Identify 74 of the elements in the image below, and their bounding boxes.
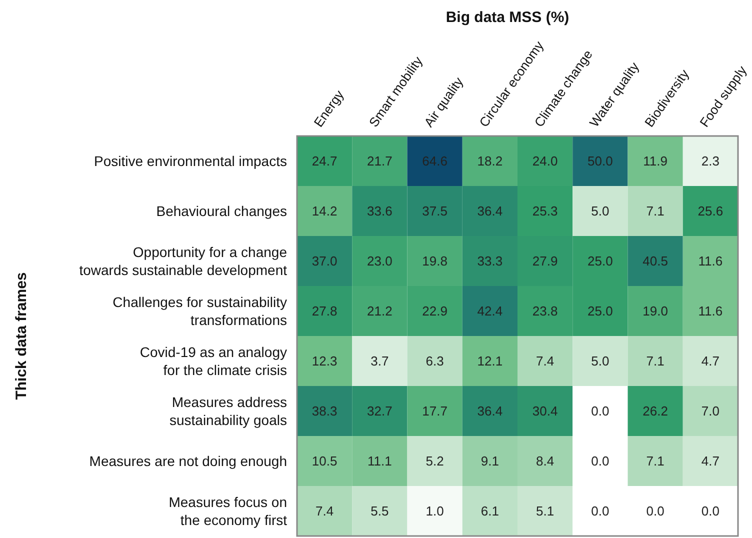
data-label: 19.8 [422,254,448,269]
data-label: 6.1 [480,504,499,519]
y-tick-label: Covid-19 as an analogy for the climate crisis [140,344,287,378]
data-label: 11.6 [698,254,723,269]
data-label: 5.0 [591,204,610,219]
data-label: 1.0 [426,504,444,519]
data-label: 8.4 [536,454,554,469]
data-label: 38.3 [312,404,338,419]
data-label: 0.0 [646,504,664,519]
data-label: 11.1 [368,454,392,469]
data-label: 21.2 [367,304,392,319]
data-label: 0.0 [591,504,610,519]
data-label: 25.0 [588,304,613,319]
data-label: 42.4 [477,304,503,319]
data-label: 11.9 [643,154,668,169]
data-label: 30.4 [532,404,558,419]
data-label: 7.1 [646,204,664,219]
data-label: 2.3 [701,154,720,169]
data-label: 24.0 [532,154,558,169]
y-tick-label: Opportunity for a change towards sustainable development [79,244,288,278]
data-label: 37.0 [312,254,338,269]
data-label: 26.2 [642,404,668,419]
data-label: 5.1 [536,504,554,519]
data-label: 14.2 [312,204,338,219]
y-tick-label: Behavioural changes [156,202,287,219]
data-label: 24.7 [312,154,338,169]
data-label: 10.5 [312,454,338,469]
data-label: 0.0 [701,504,720,519]
data-label: 6.3 [426,354,444,369]
data-label: 7.4 [536,354,554,369]
data-label: 36.4 [477,404,503,419]
data-label: 4.7 [701,354,720,369]
data-label: 36.4 [477,204,503,219]
data-label: 17.7 [422,404,448,419]
data-label: 18.2 [477,154,503,169]
data-label: 11.6 [698,304,723,319]
chart-title: Big data MSS (%) [446,9,570,26]
data-label: 12.1 [477,354,503,369]
data-label: 0.0 [591,404,610,419]
y-axis-title: Thick data frames [13,272,30,400]
data-label: 33.3 [477,254,503,269]
data-label: 7.1 [646,454,664,469]
data-label: 7.4 [316,504,334,519]
data-label: 3.7 [370,354,389,369]
y-tick-label: Challenges for sustainability transformations [112,294,287,328]
data-label: 23.8 [532,304,558,319]
data-label: 64.6 [422,154,448,169]
data-label: 22.9 [422,304,448,319]
data-label: 12.3 [312,354,338,369]
data-label: 50.0 [588,154,613,169]
data-label: 4.7 [701,454,720,469]
data-label: 7.0 [701,404,720,419]
data-label: 7.1 [646,354,664,369]
data-label: 27.8 [312,304,338,319]
data-label: 9.1 [480,454,499,469]
data-label: 25.0 [588,254,613,269]
y-tick-label: Measures focus on the economy first [168,494,288,528]
data-label: 40.5 [642,254,668,269]
data-label: 32.7 [367,404,392,419]
data-label: 23.0 [367,254,392,269]
y-tick-label: Measures address sustainability goals [169,394,287,428]
data-label: 33.6 [367,204,392,219]
y-tick-label: Positive environmental impacts [94,152,287,169]
data-label: 25.6 [698,204,724,219]
y-tick-label: Measures are not doing enough [89,452,287,469]
data-label: 5.5 [370,504,389,519]
data-label: 21.7 [367,154,392,169]
data-label: 0.0 [591,454,610,469]
data-label: 5.0 [591,354,610,369]
data-label: 19.0 [642,304,668,319]
data-label: 25.3 [532,204,558,219]
data-label: 5.2 [426,454,444,469]
data-label: 37.5 [422,204,448,219]
data-label: 27.9 [532,254,558,269]
